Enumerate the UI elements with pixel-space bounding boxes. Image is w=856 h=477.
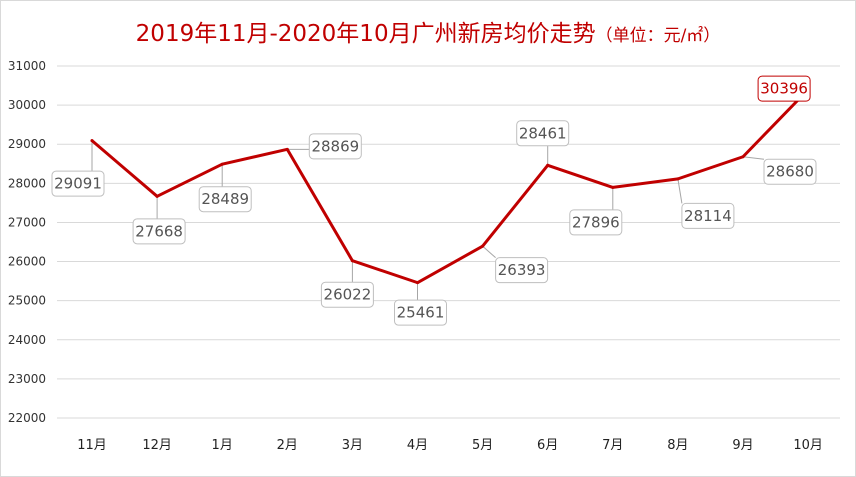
x-tick-label: 3月 xyxy=(342,438,363,453)
data-label: 27668 xyxy=(135,222,183,240)
data-label: 25461 xyxy=(397,304,445,322)
grid-lines xyxy=(57,65,840,419)
data-label: 28461 xyxy=(519,124,567,142)
series-polyline xyxy=(90,88,810,285)
data-label-box xyxy=(132,218,186,245)
y-tick-label: 28000 xyxy=(8,176,46,190)
data-point xyxy=(350,259,354,263)
chart-title-unit: （单位：元/㎡） xyxy=(595,26,721,46)
chart-title-main: 2019年11月-2020年10月广州新房均价走势 xyxy=(135,21,596,47)
data-label-box xyxy=(681,202,735,229)
data-label-box xyxy=(308,133,362,160)
label-leader-lines xyxy=(91,140,765,301)
y-axis-ticks: 22000 23000 24000 25000 26000 27000 28000 29000… xyxy=(8,59,46,425)
x-tick-label: 10月 xyxy=(793,438,823,453)
data-label-box xyxy=(495,257,549,284)
data-label: 29091 xyxy=(54,175,102,193)
y-tick-label: 27000 xyxy=(8,215,46,229)
chart-title: 2019年11月-2020年10月广州新房均价走势（单位：元/㎡） xyxy=(0,14,856,48)
y-tick-label: 26000 xyxy=(8,255,46,269)
y-tick-label: 30000 xyxy=(8,98,46,112)
y-tick-label: 24000 xyxy=(8,333,46,347)
data-label: 26393 xyxy=(498,261,546,279)
series-line xyxy=(90,88,810,285)
y-tick-label: 31000 xyxy=(8,59,46,73)
label-leader xyxy=(482,245,496,259)
x-tick-label: 2月 xyxy=(277,438,298,453)
data-point xyxy=(676,177,680,181)
x-axis-ticks: 11月 12月 1月 2月 3月 4月 5月 6月 7月 8月 9月 10月 xyxy=(77,438,823,453)
label-leader xyxy=(677,178,683,204)
data-point xyxy=(285,147,289,151)
data-label-box xyxy=(51,170,105,197)
x-tick-label: 12月 xyxy=(142,438,172,453)
y-tick-label: 22000 xyxy=(8,411,46,425)
data-label: 28114 xyxy=(684,207,732,225)
data-label-box xyxy=(763,158,817,185)
data-label-box xyxy=(757,75,811,102)
label-leader xyxy=(742,156,765,160)
data-label-box xyxy=(198,186,252,213)
data-label-box xyxy=(516,120,570,147)
data-label: 28680 xyxy=(766,163,814,181)
data-point xyxy=(155,194,159,198)
x-tick-label: 7月 xyxy=(602,438,623,453)
y-tick-label: 23000 xyxy=(8,372,46,386)
y-tick-label: 25000 xyxy=(8,294,46,308)
data-label: 30396 xyxy=(760,80,808,98)
data-label-box xyxy=(320,281,374,308)
data-point xyxy=(546,163,550,167)
data-point xyxy=(611,185,615,189)
data-point xyxy=(416,281,419,285)
data-point xyxy=(481,244,485,248)
x-tick-label: 9月 xyxy=(732,438,753,453)
data-label-box xyxy=(394,299,447,326)
x-tick-label: 11月 xyxy=(77,438,107,453)
x-tick-label: 1月 xyxy=(212,438,233,453)
data-label: 28869 xyxy=(311,137,359,155)
y-tick-label: 29000 xyxy=(8,137,46,151)
x-tick-label: 8月 xyxy=(667,438,688,453)
data-point xyxy=(90,139,94,143)
data-point xyxy=(741,155,745,159)
x-tick-label: 5月 xyxy=(472,438,493,453)
data-label: 27896 xyxy=(572,213,620,231)
data-label-box xyxy=(569,209,623,236)
x-tick-label: 6月 xyxy=(537,438,558,453)
data-point xyxy=(220,162,224,166)
data-label: 28489 xyxy=(201,190,249,208)
x-tick-label: 4月 xyxy=(407,438,428,453)
data-labels: 29091 27668 28489 28869 26022 25461 26393 28461… xyxy=(51,75,817,326)
data-label: 26022 xyxy=(324,286,372,304)
